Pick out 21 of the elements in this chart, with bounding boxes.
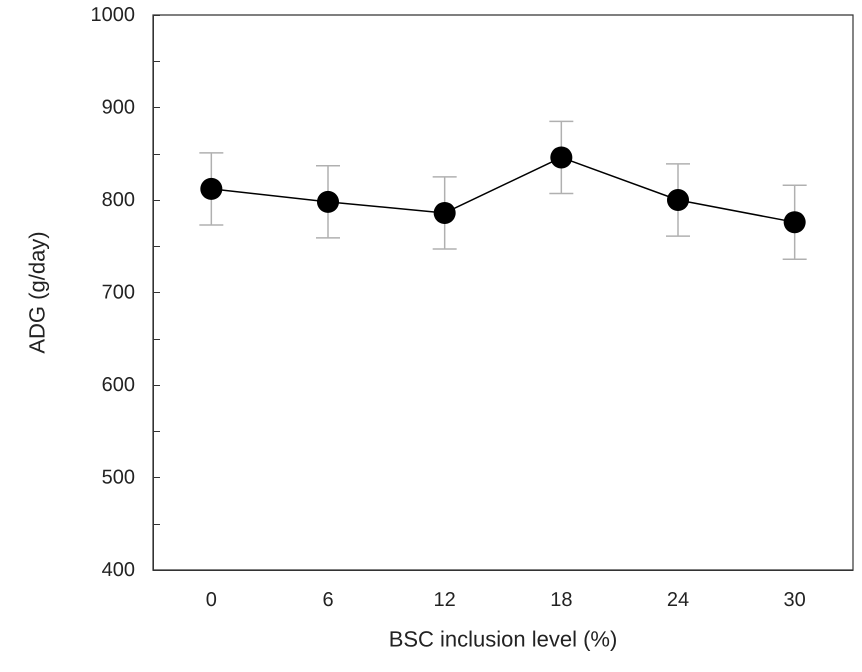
x-tick-label: 0	[206, 589, 217, 611]
x-tick-label: 6	[322, 589, 334, 611]
x-tick-label: 18	[550, 589, 572, 611]
point	[200, 178, 222, 200]
x-tick-label: 30	[784, 589, 806, 611]
y-tick-label: 800	[102, 189, 135, 211]
point	[550, 146, 572, 168]
y-tick-label: 1000	[90, 4, 135, 26]
y-tick-label: 500	[102, 466, 135, 488]
y-tick-label: 700	[102, 282, 135, 304]
y-tick-label: 600	[102, 374, 135, 396]
point	[317, 190, 339, 213]
x-tick-label: 12	[434, 589, 456, 611]
x-tick-label: 24	[666, 589, 690, 611]
y-tick-label: 900	[102, 96, 135, 118]
point	[667, 189, 689, 211]
y-tick-label: 400	[102, 559, 135, 581]
point	[784, 211, 806, 234]
y-axis-title: ADG (g/day)	[24, 231, 50, 354]
point	[434, 202, 456, 224]
x-axis-title: BSC inclusion level (%)	[388, 626, 618, 652]
